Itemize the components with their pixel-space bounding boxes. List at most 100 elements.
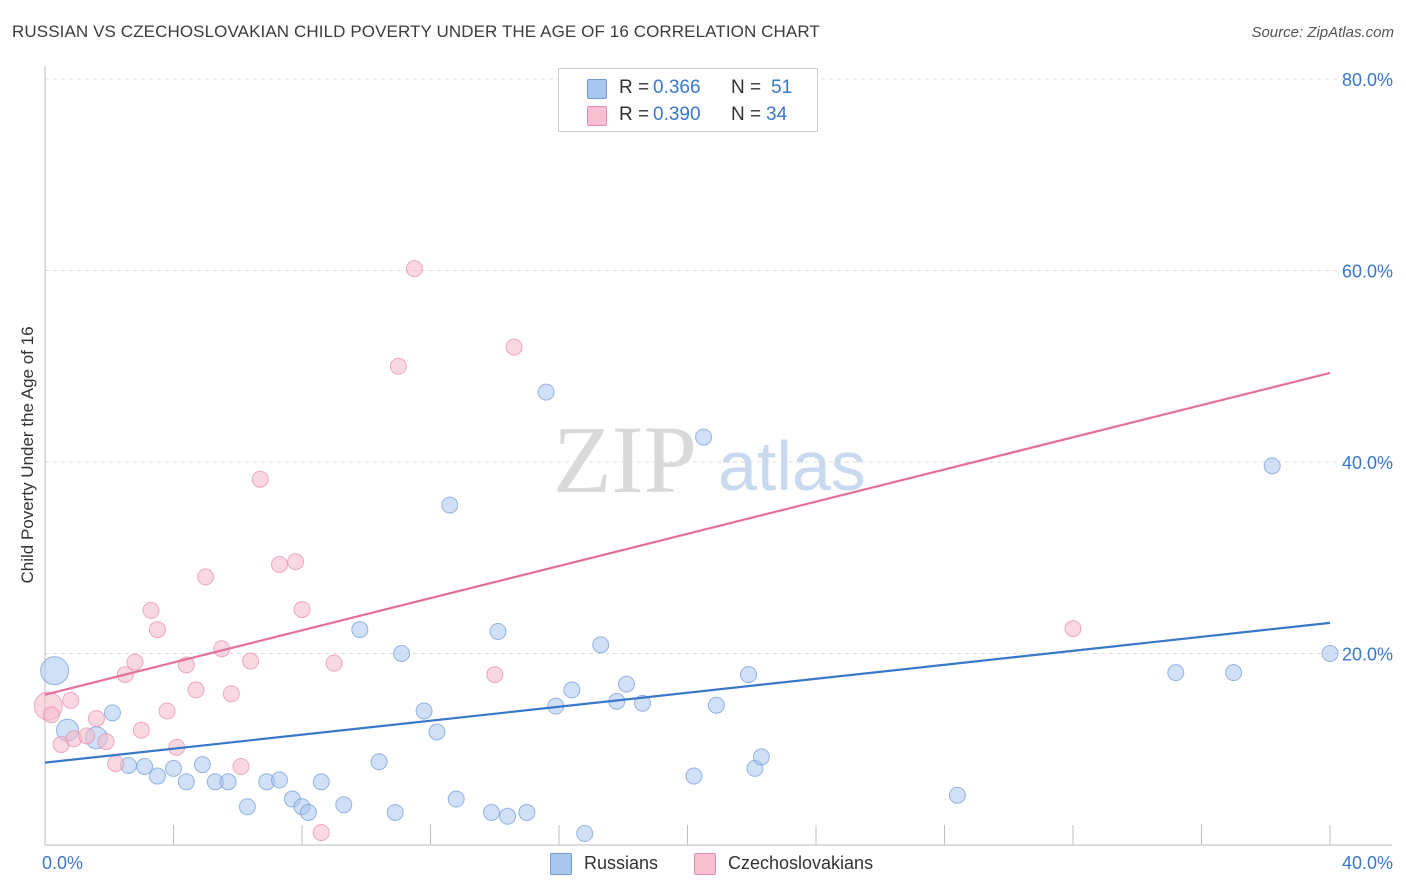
x-tick-label: 0.0% [42, 853, 83, 873]
russians-point [483, 803, 501, 821]
czechoslovakians-point [405, 260, 423, 278]
russians-point [299, 803, 317, 821]
russians-point [592, 636, 610, 654]
czechoslovakians-point [187, 681, 205, 699]
russians-point [695, 428, 713, 446]
czechoslovakians-point [293, 600, 311, 618]
russians-point [238, 798, 256, 816]
russians-point [576, 825, 594, 843]
legend-czechoslovakians-label: Czechoslovakians [728, 853, 874, 873]
czechoslovakians-point [222, 685, 240, 703]
legend-czechoslovakians-swatch [694, 853, 716, 875]
czechoslovakians-point [107, 755, 125, 773]
legend-item-russians[interactable]: Russians [550, 852, 680, 876]
czechoslovakians-point [132, 721, 150, 739]
russians-r-value: 0.366 [653, 77, 701, 98]
gridlines [45, 78, 1392, 654]
y-axis-label: Child Poverty Under the Age of 16 [18, 326, 37, 584]
source-label: Source: ZipAtlas.com [1251, 24, 1394, 41]
czechoslovakians-point [126, 653, 144, 671]
y-tick-label: 20.0% [1342, 645, 1393, 665]
russians-swatch [587, 79, 607, 99]
russians-n-value: 51 [771, 77, 793, 98]
russians-r-label: R = [619, 77, 650, 98]
russians-point [370, 753, 388, 771]
czechoslovakians-point [312, 824, 330, 842]
russians-point [518, 803, 536, 821]
czechoslovakians-point [505, 338, 523, 356]
russians-point [193, 756, 211, 774]
russians-point [634, 694, 652, 712]
russians-point [441, 496, 459, 514]
legend-russians-swatch [550, 853, 572, 875]
russians-point [1225, 664, 1243, 682]
russians-point [40, 656, 70, 686]
czechoslovakians-point [78, 727, 96, 745]
russians-point [752, 748, 770, 766]
legend-russians-label: Russians [584, 853, 659, 873]
russians-point [148, 767, 166, 785]
chart-title: RUSSIAN VS CZECHOSLOVAKIAN CHILD POVERTY… [12, 22, 820, 41]
russians-point [415, 702, 433, 720]
czechoslovakians-trendline [44, 371, 1331, 696]
czechoslovakians-point [97, 733, 115, 751]
russians-point [271, 771, 289, 789]
czechoslovakians-point [158, 702, 176, 720]
czechoslovakians-point [325, 654, 343, 672]
russians-point [386, 803, 404, 821]
russians-point [177, 773, 195, 791]
russians-point [489, 622, 507, 640]
russians-point [312, 773, 330, 791]
watermark-zip: ZIP [553, 406, 697, 513]
russians-point [685, 767, 703, 785]
correlation-legend: R = 0.366 N = 51 R = 0.390 N = 34 [558, 68, 818, 132]
czechoslovakians-point [62, 691, 80, 709]
czechoslovakians-point [197, 568, 215, 586]
legend-item-czechoslovakians[interactable]: Czechoslovakians [694, 852, 894, 876]
watermark-atlas: atlas [718, 427, 866, 505]
russians-point [335, 796, 353, 814]
russians-point [428, 723, 446, 741]
russians-point [740, 666, 758, 684]
czechoslovakians-r-value: 0.390 [653, 104, 701, 125]
russians-point [499, 807, 517, 825]
russians-trendline [44, 621, 1331, 764]
russians-point [1263, 457, 1281, 475]
czechoslovakians-point [42, 706, 60, 724]
russians-point [165, 759, 182, 777]
legend-row-czechoslovakians: R = 0.390 N = 34 [559, 102, 817, 128]
czechoslovakians-swatch [587, 106, 607, 126]
russians-point [707, 696, 725, 714]
russians-point [393, 645, 411, 662]
russians-point [1321, 645, 1339, 662]
russians-point [563, 681, 581, 699]
czechoslovakians-point [148, 621, 166, 639]
trendlines [44, 371, 1331, 764]
russians-n-label: N = [731, 77, 762, 98]
czechoslovakians-point [389, 357, 407, 375]
czechoslovakians-n-label: N = [731, 104, 762, 125]
czechoslovakians-point [271, 555, 289, 573]
czechoslovakians-point [287, 553, 305, 571]
russians-point [351, 621, 369, 639]
czechoslovakians-point [251, 470, 269, 488]
series-czechoslovakians-points [33, 260, 1082, 842]
y-tick-label: 80.0% [1342, 70, 1393, 90]
russians-point [136, 757, 154, 775]
y-tick-label: 60.0% [1342, 262, 1393, 282]
czechoslovakians-point [242, 652, 260, 670]
czechoslovakians-r-label: R = [619, 104, 650, 125]
czechoslovakians-n-value: 34 [766, 104, 788, 125]
czechoslovakians-point [486, 666, 504, 684]
russians-point [948, 786, 966, 804]
y-tick-label: 40.0% [1342, 453, 1393, 473]
x-tick-label: 40.0% [1342, 853, 1393, 873]
czechoslovakians-point [1064, 620, 1082, 638]
russians-point [537, 383, 555, 401]
czechoslovakians-point [232, 757, 250, 775]
czechoslovakians-point [87, 710, 105, 728]
legend-row-russians: R = 0.366 N = 51 [559, 75, 817, 101]
russians-point [617, 675, 635, 693]
czechoslovakians-point [142, 601, 160, 619]
russians-point [103, 704, 121, 722]
